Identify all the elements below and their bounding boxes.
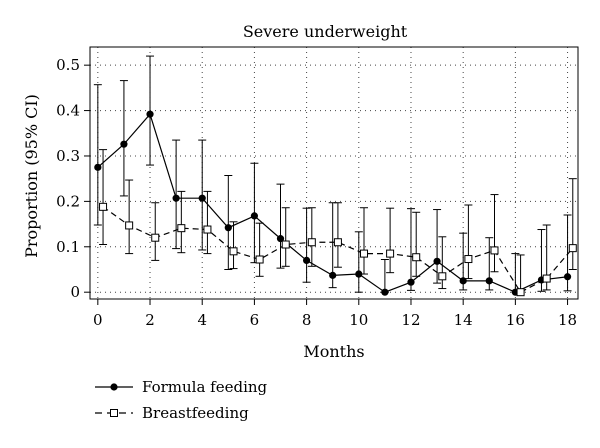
data-point [229,247,238,256]
data-point [224,224,232,232]
x-tick-label: 2 [145,311,155,329]
plot-frame [89,46,579,300]
data-point [198,194,206,202]
y-axis-label: Proportion (95% CI) [22,94,41,258]
data-point [485,277,493,285]
data-point [281,240,290,249]
data-point [433,257,441,265]
grid [90,47,578,299]
x-tick-label: 12 [401,311,420,329]
data-point [177,224,186,233]
data-point [151,233,160,242]
legend-marker-breastfeeding [110,409,118,417]
data-point [355,270,363,278]
data-point [381,288,389,296]
legend: Formula feeding Breastfeeding [95,378,268,422]
data-point [490,246,499,255]
data-point [329,271,337,279]
data-point [203,225,212,234]
series-breastfeeding [99,149,577,297]
data-point [276,235,285,243]
x-tick-label: 0 [93,311,103,329]
y-tick-label: 0 [70,283,80,301]
data-point [94,163,102,171]
y-tick-label: 0.1 [56,238,80,256]
series-formula-feeding [93,55,572,296]
data-point [542,274,551,283]
data-point [407,278,415,286]
y-tick-label: 0.3 [56,147,80,165]
y-tick-label: 0.2 [56,192,80,210]
x-tick-label: 18 [558,311,577,329]
x-tick-label: 8 [302,311,312,329]
data-point [146,110,154,118]
x-tick-label: 4 [197,311,207,329]
data-point [120,140,128,148]
series-layer [93,55,577,297]
x-tick-label: 14 [454,311,473,329]
x-tick-label: 16 [506,311,525,329]
legend-label-breastfeeding: Breastfeeding [142,404,249,422]
x-tick-label: 10 [349,311,368,329]
data-point [360,249,369,258]
x-axis-label: Months [303,342,364,361]
data-point [563,273,572,281]
data-point [516,288,525,297]
data-point [250,212,259,220]
x-tick-label: 6 [250,311,260,329]
chart-title: Severe underweight [243,22,408,41]
data-point [464,255,473,264]
data-point [386,249,395,258]
legend-marker-formula [110,383,118,391]
data-point [307,238,316,247]
data-point [125,221,134,230]
data-point [333,238,342,247]
legend-label-formula: Formula feeding [142,378,268,396]
data-point [412,253,421,262]
y-tick-label: 0.5 [56,56,80,74]
axes: 0 2 4 6 8 10 12 14 16 18 0 0.1 0.2 0.3 0.4 0.5 [56,56,577,329]
data-point [172,194,180,202]
data-point [568,244,577,253]
data-point [438,272,447,281]
data-point [99,202,108,211]
y-tick-label: 0.4 [56,102,80,120]
data-point [255,255,264,264]
data-point [302,256,311,265]
